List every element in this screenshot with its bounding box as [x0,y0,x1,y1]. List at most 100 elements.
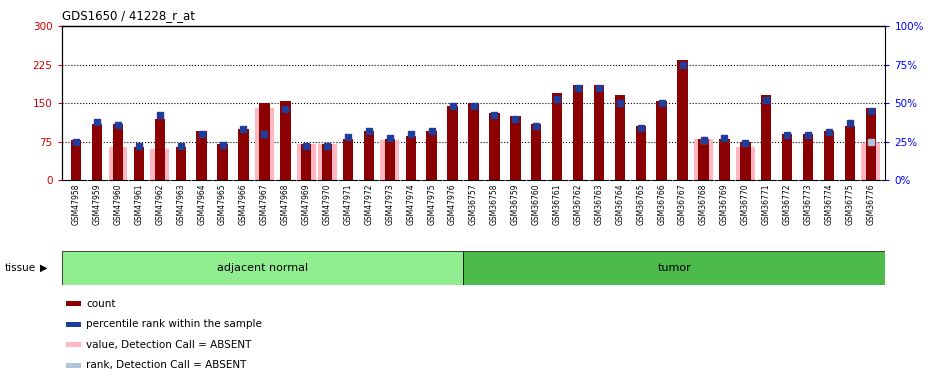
Text: rank, Detection Call = ABSENT: rank, Detection Call = ABSENT [86,360,246,370]
Bar [280,100,291,180]
Text: GSM36776: GSM36776 [867,184,875,225]
Text: GSM36769: GSM36769 [720,184,729,225]
Text: adjacent normal: adjacent normal [217,263,308,273]
Bar [866,108,876,180]
Text: GSM36761: GSM36761 [553,184,562,225]
Text: GSM36773: GSM36773 [804,184,813,225]
Bar [761,96,772,180]
Bar [694,139,713,180]
Bar [862,143,880,180]
Bar [463,251,885,285]
Text: GSM47964: GSM47964 [197,184,206,225]
Text: GSM47974: GSM47974 [406,184,416,225]
Text: GSM36758: GSM36758 [490,184,499,225]
Text: GSM47960: GSM47960 [114,184,122,225]
Text: GSM47972: GSM47972 [365,184,373,225]
Text: tissue: tissue [5,263,36,273]
Text: GSM36775: GSM36775 [846,184,854,225]
Bar [196,131,206,180]
Bar [719,139,729,180]
Bar [343,139,353,180]
Bar [151,149,170,180]
Text: GSM47973: GSM47973 [385,184,394,225]
Bar [381,140,400,180]
Text: GSM36768: GSM36768 [699,184,708,225]
Bar [255,108,274,180]
Bar [65,363,80,368]
Bar [845,126,855,180]
Text: GSM47968: GSM47968 [281,184,290,225]
Text: GSM47963: GSM47963 [176,184,186,225]
Text: GSM36770: GSM36770 [741,184,750,225]
Text: GSM47971: GSM47971 [344,184,352,225]
Bar [741,142,751,180]
Text: GSM36766: GSM36766 [657,184,666,225]
Bar [296,144,315,180]
Bar [736,147,755,180]
Text: GSM36762: GSM36762 [574,184,582,225]
Bar [490,113,500,180]
Bar [113,124,123,180]
Text: GSM47959: GSM47959 [93,184,101,225]
Bar [803,134,813,180]
Text: GSM36763: GSM36763 [595,184,603,225]
Text: GSM47958: GSM47958 [72,184,80,225]
Bar [259,103,270,180]
Bar [134,147,144,180]
Text: GSM36774: GSM36774 [825,184,833,225]
Text: GSM47962: GSM47962 [155,184,165,225]
Text: GSM47966: GSM47966 [239,184,248,225]
Text: value, Detection Call = ABSENT: value, Detection Call = ABSENT [86,340,252,350]
Bar [677,60,688,180]
Bar [109,147,128,180]
Bar [615,96,625,180]
Bar [239,129,249,180]
Bar [175,147,186,180]
Bar [65,342,80,347]
Text: GSM47961: GSM47961 [134,184,143,225]
Text: GSM47975: GSM47975 [427,184,437,225]
Bar [698,139,708,180]
Bar [322,144,332,180]
Text: GSM47969: GSM47969 [302,184,311,225]
Text: tumor: tumor [657,263,691,273]
Text: GSM36765: GSM36765 [636,184,645,225]
Bar [468,103,479,180]
Bar [364,131,374,180]
Bar [573,85,583,180]
Bar [301,144,312,180]
Bar [317,144,336,180]
Bar [426,131,437,180]
Bar [384,139,395,180]
Text: count: count [86,298,116,309]
Text: GSM36771: GSM36771 [761,184,771,225]
Text: GSM36759: GSM36759 [510,184,520,225]
Bar [594,85,604,180]
Bar [824,131,834,180]
Bar [405,136,416,180]
Bar [62,251,463,285]
Text: GSM47970: GSM47970 [323,184,331,225]
Text: GSM36757: GSM36757 [469,184,478,225]
Bar [71,140,81,180]
Bar [154,118,165,180]
Text: ▶: ▶ [40,263,47,273]
Bar [552,93,563,180]
Bar [218,144,228,180]
Text: percentile rank within the sample: percentile rank within the sample [86,319,262,329]
Bar [65,301,80,306]
Text: GSM36764: GSM36764 [616,184,624,225]
Bar [447,106,457,180]
Text: GDS1650 / 41228_r_at: GDS1650 / 41228_r_at [62,9,194,22]
Bar [656,100,667,180]
Text: GSM47967: GSM47967 [259,184,269,225]
Bar [65,322,80,327]
Text: GSM47965: GSM47965 [218,184,227,225]
Text: GSM36767: GSM36767 [678,184,688,225]
Bar [92,124,102,180]
Bar [782,134,793,180]
Text: GSM47976: GSM47976 [448,184,457,225]
Bar [531,124,542,180]
Bar [635,126,646,180]
Bar [510,116,521,180]
